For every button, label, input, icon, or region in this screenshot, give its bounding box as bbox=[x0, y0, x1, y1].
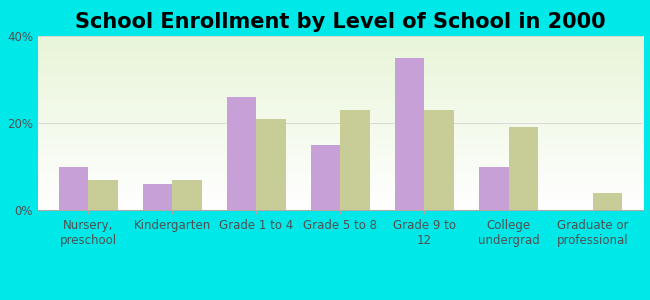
Bar bbox=[227, 97, 256, 210]
Bar bbox=[143, 184, 172, 210]
Bar bbox=[88, 179, 118, 210]
Bar bbox=[311, 145, 341, 210]
Bar bbox=[172, 179, 202, 210]
Bar bbox=[508, 127, 538, 210]
Bar bbox=[424, 110, 454, 210]
Bar bbox=[395, 58, 424, 210]
Bar bbox=[341, 110, 370, 210]
Bar bbox=[479, 167, 508, 210]
Bar bbox=[256, 118, 286, 210]
Bar bbox=[58, 167, 88, 210]
Bar bbox=[593, 193, 622, 210]
Title: School Enrollment by Level of School in 2000: School Enrollment by Level of School in … bbox=[75, 12, 606, 32]
